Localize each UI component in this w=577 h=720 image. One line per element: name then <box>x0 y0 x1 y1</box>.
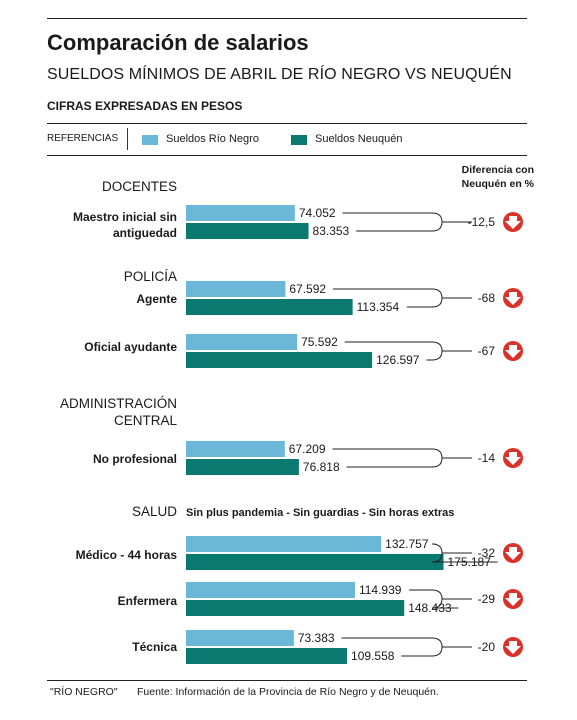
bar-rio-negro <box>186 334 298 350</box>
bar-neuquen <box>186 648 348 664</box>
legend-divider <box>127 128 128 150</box>
bar-neuquen <box>186 352 373 368</box>
difference-percent-label: -32 <box>478 546 496 560</box>
footer-rule <box>47 680 527 681</box>
chart-title: Comparación de salarios <box>47 30 309 55</box>
difference-header: Diferencia con Neuquén en % <box>461 164 534 190</box>
legend-label-neuquen: Sueldos Neuquén <box>315 133 403 145</box>
legend-label-rio-negro: Sueldos Río Negro <box>166 133 259 145</box>
bar-value-label: 132.757 <box>385 537 429 551</box>
top-rule <box>47 18 527 19</box>
salud-note: Sin plus pandemia - Sin guardias - Sin h… <box>186 507 455 519</box>
difference-percent-label: -29 <box>478 592 496 606</box>
row-label-maestro: Maestro inicial sin antiguedad <box>72 210 177 240</box>
row-label-medico: Médico - 44 horas <box>75 548 177 562</box>
red-down-arrow-icon-glyph <box>505 593 521 606</box>
section-docentes: DOCENTES <box>101 179 177 194</box>
bar-rio-negro <box>186 630 294 646</box>
bar-rio-negro <box>186 582 355 598</box>
red-down-arrow-icon-glyph <box>505 216 521 229</box>
footer-source: Fuente: Información de la Provincia de R… <box>137 686 439 698</box>
bar-neuquen <box>186 223 309 239</box>
bar-neuquen <box>186 459 299 475</box>
bar-value-label: 126.597 <box>376 353 420 367</box>
difference-percent-label: -14 <box>478 451 496 465</box>
bar-value-label: 109.558 <box>351 649 395 663</box>
bar-neuquen <box>186 600 405 616</box>
units-note: CIFRAS EXPRESADAS EN PESOS <box>47 99 243 113</box>
bar-value-label: 83.353 <box>313 224 350 238</box>
bar-rio-negro <box>186 441 285 457</box>
bar-value-label: 75.592 <box>301 335 338 349</box>
red-down-arrow-icon-glyph <box>505 547 521 560</box>
legend-swatch-rio-negro <box>142 135 158 145</box>
bar-neuquen <box>186 554 444 570</box>
difference-percent-label: -12,5 <box>468 215 496 229</box>
row-label-oficial-ayudante: Oficial ayudante <box>84 340 177 354</box>
bar-value-label: 76.818 <box>303 460 340 474</box>
chart-subtitle: SUELDOS MÍNIMOS DE ABRIL DE RÍO NEGRO VS… <box>47 66 512 83</box>
legend-top-rule <box>47 123 527 124</box>
difference-percent-label: -68 <box>478 291 496 305</box>
bar-rio-negro <box>186 281 286 297</box>
section-salud: SALUD <box>131 504 177 519</box>
footer-origin: "RÍO NEGRO" <box>50 686 118 698</box>
section-administracion-central: ADMINISTRACIÓN CENTRAL <box>59 396 177 428</box>
bar-value-label: 67.592 <box>289 282 326 296</box>
red-down-arrow-icon-glyph <box>505 345 521 358</box>
red-down-arrow-icon-glyph <box>505 292 521 305</box>
bar-rio-negro <box>186 536 382 552</box>
row-label-agente: Agente <box>136 292 177 306</box>
difference-bracket <box>332 448 443 468</box>
red-down-arrow-icon-glyph <box>505 452 521 465</box>
difference-percent-label: -20 <box>478 640 496 654</box>
legend-bottom-rule <box>47 155 527 156</box>
difference-bracket <box>342 212 443 232</box>
section-policia: POLICÍA <box>123 269 177 284</box>
bar-value-label: 73.383 <box>298 631 335 645</box>
row-label-tecnica: Técnica <box>132 640 177 654</box>
bar-value-label: 67.209 <box>289 442 326 456</box>
row-label-enfermera: Enfermera <box>117 594 177 608</box>
legend-swatch-neuquen <box>291 135 307 145</box>
red-down-arrow-icon-glyph <box>505 641 521 654</box>
bar-neuquen <box>186 299 353 315</box>
bar-value-label: 74.052 <box>299 206 336 220</box>
bar-rio-negro <box>186 205 295 221</box>
legend-label: REFERENCIAS <box>47 133 119 144</box>
difference-percent-label: -67 <box>478 344 496 358</box>
row-label-no-profesional: No profesional <box>92 452 177 466</box>
bar-value-label: 114.939 <box>359 583 402 597</box>
bar-value-label: 113.354 <box>357 300 400 314</box>
